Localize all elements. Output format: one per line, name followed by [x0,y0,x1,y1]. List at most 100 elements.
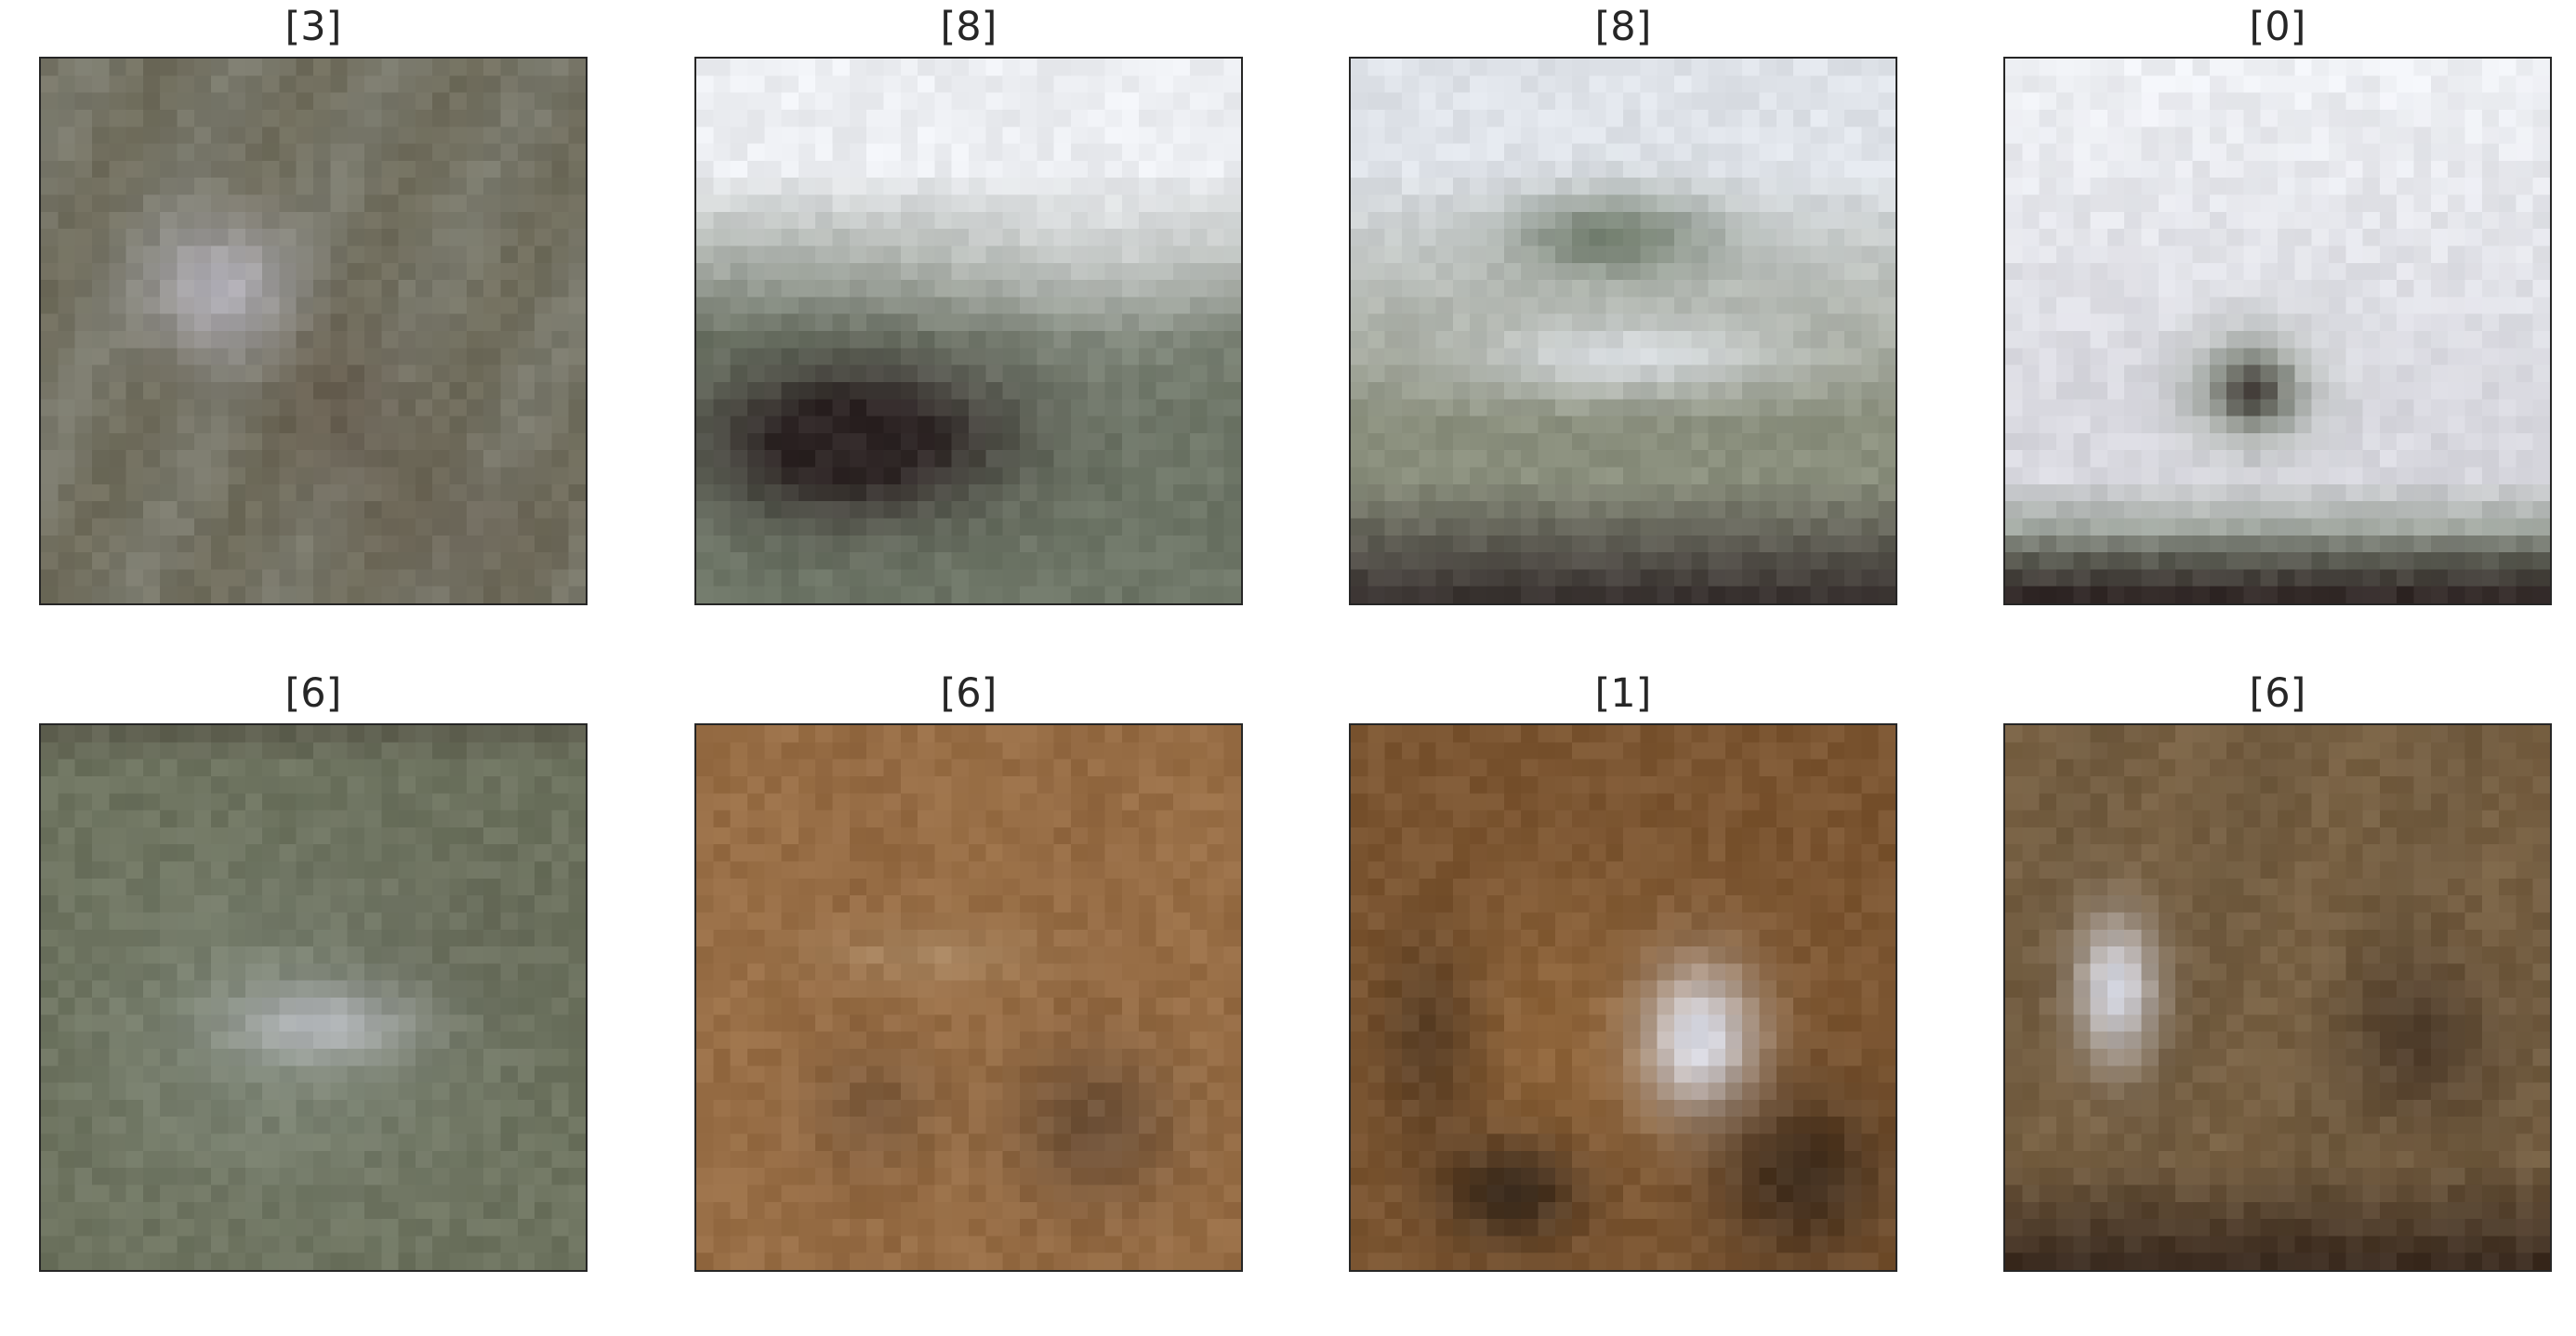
image-pixel [449,844,467,862]
image-pixel [1878,75,1896,93]
image-pixel [330,245,348,263]
image-pixel [244,483,263,502]
image-pixel [1486,178,1504,195]
image-pixel [1572,297,1590,314]
image-pixel [2192,109,2210,127]
image-pixel [1878,229,1896,246]
image-pixel [1351,381,1368,400]
panel-title: [0] [2249,4,2306,50]
image-pixel [900,211,918,230]
image-pixel [1367,432,1385,451]
image-pixel [41,1150,59,1169]
image-pixel [381,861,399,879]
image-pixel [2107,381,2125,400]
image-pixel [1435,126,1453,144]
image-pixel [262,75,280,93]
image-pixel [1172,92,1191,110]
image-pixel [551,1048,569,1066]
image-pixel [2158,348,2176,365]
image-pixel [1793,194,1811,212]
image-pixel [2039,126,2056,144]
image-pixel [1572,280,1590,298]
image-pixel [415,912,433,930]
image-pixel [330,1014,348,1032]
image-pixel [1827,75,1845,93]
image-pixel [347,1048,364,1066]
image-pixel [193,297,212,314]
image-pixel [883,297,901,314]
image-pixel [2107,348,2125,365]
image-pixel [696,262,714,281]
image-pixel [568,194,586,212]
image-pixel [1172,331,1191,349]
image-pixel [1503,348,1522,365]
image-pixel [211,1117,229,1134]
image-pixel [1121,75,1140,93]
image-pixel [2481,364,2500,382]
image-pixel [1810,280,1828,298]
image-pixel [432,1099,450,1118]
image-pixel [58,467,75,484]
image-pixel [262,313,280,331]
image-pixel [1759,126,1777,144]
image-pixel [2430,416,2449,433]
image-pixel [2397,297,2414,314]
image-pixel [2464,364,2482,382]
image-pixel [1657,313,1674,331]
image-pixel [432,1014,450,1032]
image-pixel [74,793,92,811]
image-pixel [1708,211,1725,230]
image-pixel [211,1150,229,1169]
image-pixel [398,450,416,468]
image-pixel [568,895,586,913]
image-pixel [279,467,297,484]
image-pixel [381,297,399,314]
image-pixel [1878,211,1896,230]
image-pixel [211,245,229,263]
image-pixel [1673,211,1692,230]
image-pixel [381,59,399,76]
image-pixel [262,399,280,417]
image-pixel [193,569,212,587]
image-pixel [279,1184,297,1202]
image-pixel [193,552,212,570]
image-pixel [483,725,501,743]
image-pixel [244,364,263,382]
image-pixel [415,844,433,862]
image-pixel [918,432,935,451]
image-pixel [313,432,331,451]
image-pixel [2345,552,2363,570]
image-pixel [2397,109,2414,127]
image-pixel [279,586,297,603]
image-pixel [125,912,143,930]
image-pixel [1156,178,1173,195]
image-pixel [985,432,1003,451]
image-pixel [74,810,92,827]
image-pixel [313,827,331,845]
image-pixel [1070,348,1089,365]
image-pixel [58,827,75,845]
image-pixel [551,569,569,587]
image-pixel [41,160,59,179]
image-pixel [1121,229,1140,246]
image-pixel [1572,143,1590,161]
image-pixel [1223,483,1241,502]
image-pixel [1053,262,1071,281]
image-pixel [2481,211,2500,230]
image-pixel [1844,467,1862,484]
image-pixel [125,861,143,879]
image-pixel [211,178,229,195]
image-pixel [1070,331,1089,349]
image-pixel [2158,194,2176,212]
image-pixel [985,143,1003,161]
image-pixel [2413,75,2431,93]
image-pixel [432,1048,450,1066]
image-pixel [500,569,518,587]
image-pixel [363,109,382,127]
image-pixel [535,759,552,776]
image-pixel [262,810,280,827]
image-pixel [296,1031,313,1049]
image-pixel [296,432,313,451]
image-pixel [398,245,416,263]
image-pixel [2073,59,2091,76]
